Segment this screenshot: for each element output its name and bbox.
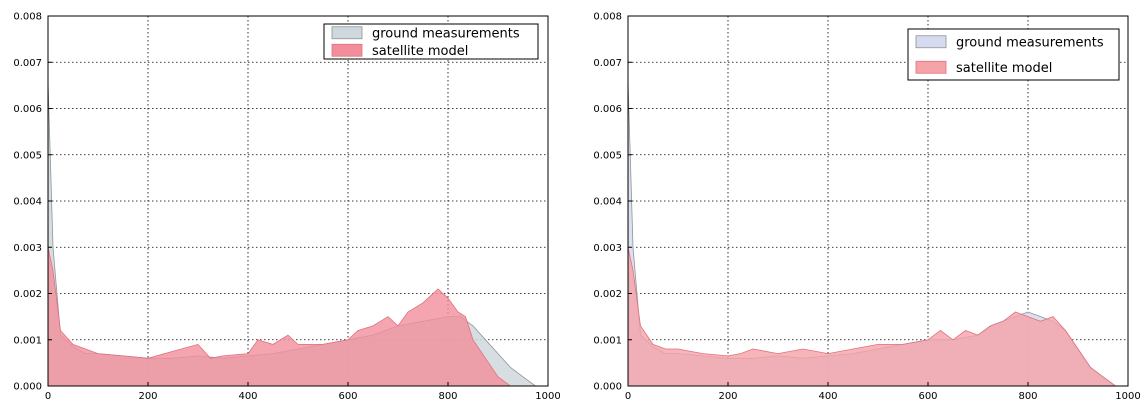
y-tick-label: 0.004 [593, 197, 622, 208]
x-tick-label: 1000 [1115, 391, 1140, 401]
legend-swatch [915, 35, 947, 49]
y-tick-label: 0.004 [13, 197, 42, 208]
x-tick-label: 200 [718, 391, 737, 401]
y-tick-label: 0.007 [13, 58, 42, 69]
legend: ground measurements satellite model [323, 23, 539, 60]
y-tick-label: 0.002 [593, 289, 622, 300]
y-tick-label: 0.006 [593, 104, 622, 115]
y-tick-label: 0.005 [13, 150, 42, 161]
y-tick-label: 0.002 [13, 289, 42, 300]
chart-panel-2: 0 200 400 600 800 1000 0.000 0.001 0.002 0.003 0.0… [593, 12, 1140, 401]
x-tick-label: 400 [818, 391, 837, 401]
x-tick-label: 600 [918, 391, 937, 401]
legend-label: ground measurements [956, 35, 1104, 50]
x-tick-label: 400 [238, 391, 257, 401]
y-tick-label: 0.003 [13, 243, 42, 254]
legend-swatch [915, 60, 947, 74]
legend-label: satellite model [372, 44, 468, 59]
x-tick-label: 800 [1018, 391, 1037, 401]
x-tick-label: 1000 [535, 391, 560, 401]
area-series-satellite-model [47, 247, 512, 387]
y-tick-label: 0.001 [13, 335, 42, 346]
y-tick-label: 0.000 [13, 382, 42, 393]
x-tick-label: 800 [438, 391, 457, 401]
y-tick-label: 0.005 [593, 150, 622, 161]
legend-swatch [331, 43, 363, 57]
legend: ground measurements satellite model [907, 28, 1120, 81]
y-tick-label: 0.008 [13, 12, 42, 23]
y-tick-label: 0.000 [593, 382, 622, 393]
y-tick-label: 0.008 [593, 12, 622, 23]
x-tick-label: 0 [625, 391, 631, 401]
x-tick-label: 600 [338, 391, 357, 401]
legend-swatch [331, 26, 363, 40]
y-tick-label: 0.007 [593, 58, 622, 69]
area-series-satellite-model [627, 247, 1117, 387]
legend-label: satellite model [956, 61, 1052, 76]
x-tick-label: 200 [138, 391, 157, 401]
x-tick-label: 0 [45, 391, 51, 401]
y-tick-label: 0.001 [593, 335, 622, 346]
chart-panel-1: 0 200 400 600 800 1000 0.000 0.001 0.002 0.003 0.0… [13, 12, 560, 401]
y-tick-label: 0.003 [593, 243, 622, 254]
y-tick-label: 0.006 [13, 104, 42, 115]
legend-label: ground measurements [372, 26, 520, 41]
